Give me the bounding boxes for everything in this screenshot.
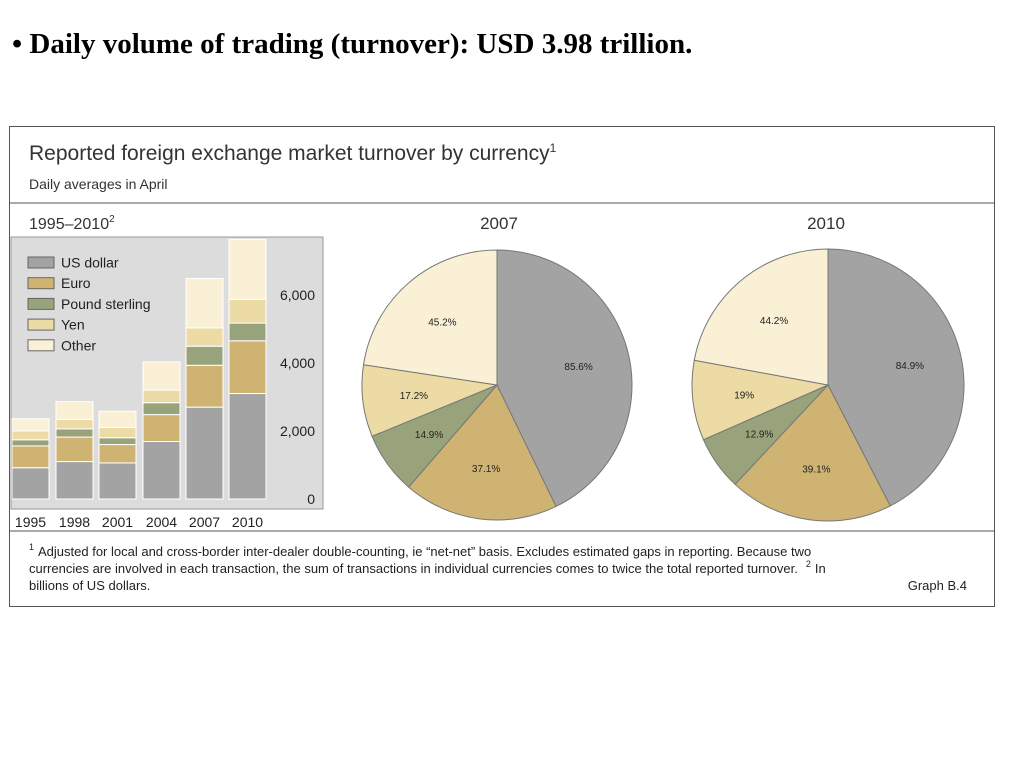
legend-swatch xyxy=(27,277,55,290)
slide-title-text: Daily volume of trading (turnover): USD … xyxy=(29,28,693,60)
bar-panel-label: 1995–20102 xyxy=(29,214,115,233)
bar-segment-other xyxy=(11,418,50,432)
bar-segment-us-dollar xyxy=(55,461,94,500)
bar-segment-pound-sterling xyxy=(142,402,181,416)
bar-segment-yen xyxy=(185,327,224,347)
graph-label: Graph B.4 xyxy=(908,578,967,593)
footnote-line-3: billions of US dollars. xyxy=(29,578,150,593)
legend-label: US dollar xyxy=(61,255,119,271)
pie-slice-label: 84.9% xyxy=(896,361,924,372)
pie-slice xyxy=(734,384,891,522)
pie-slice xyxy=(691,359,830,441)
bar-segment-other xyxy=(185,278,224,329)
pie-slice xyxy=(407,384,557,521)
y-tick-label: 4,000 xyxy=(280,355,315,371)
chart-figure: Reported foreign exchange market turnove… xyxy=(9,126,995,607)
bar-segment-yen xyxy=(55,418,94,430)
x-tick-label: 2010 xyxy=(232,514,263,530)
pie-slice xyxy=(693,248,829,386)
bar-segment-pound-sterling xyxy=(98,437,137,446)
bar-segment-pound-sterling xyxy=(55,428,94,438)
pie-slice-label: 45.2% xyxy=(428,318,456,329)
bar-segment-yen xyxy=(98,427,137,439)
y-tick-label: 0 xyxy=(307,491,315,507)
legend-label: Yen xyxy=(61,317,85,333)
pie-2007: 85.6% 37.1% 14.9% 17.2% 45.2% xyxy=(361,249,633,521)
bar-segment-pound-sterling xyxy=(11,439,50,447)
legend-label: Euro xyxy=(61,275,91,291)
y-tick-label: 2,000 xyxy=(280,423,315,439)
pie-slice-label: 17.2% xyxy=(400,391,428,402)
slide-title: • Daily volume of trading (turnover): US… xyxy=(12,28,692,61)
x-tick-label: 1998 xyxy=(59,514,90,530)
pie-slice xyxy=(362,249,498,386)
bar-segment-us-dollar xyxy=(185,406,224,500)
bar-segment-pound-sterling xyxy=(185,345,224,366)
bar-segment-euro xyxy=(142,414,181,442)
pie-slice-label: 44.2% xyxy=(760,316,788,327)
pie-slice xyxy=(496,249,633,508)
x-tick-label: 2001 xyxy=(102,514,133,530)
bar-segment-other xyxy=(98,410,137,429)
bar-segment-euro xyxy=(55,436,94,463)
legend-swatch xyxy=(27,339,55,352)
pie-slice-label: 12.9% xyxy=(745,430,773,441)
legend-swatch xyxy=(27,297,55,310)
chart-subtitle: Daily averages in April xyxy=(29,176,168,192)
footnote-line-2: currencies are involved in each transact… xyxy=(29,559,826,576)
bar-y-axis: 0 2,000 4,000 6,000 xyxy=(280,287,315,507)
bar-segment-euro xyxy=(185,364,224,408)
bar-segment-us-dollar xyxy=(228,393,267,500)
legend-label: Pound sterling xyxy=(61,296,151,312)
pie-2007-title: 2007 xyxy=(480,214,518,233)
bar-segment-euro xyxy=(11,445,50,469)
pie-slice-label: 14.9% xyxy=(415,430,443,441)
panel-footnote-marker: 2 xyxy=(109,214,115,225)
bar-series xyxy=(11,238,267,500)
pie-slice-label: 85.6% xyxy=(564,362,592,373)
bullet-marker: • xyxy=(12,28,23,60)
bar-x-axis: 1995 1998 2001 2004 2007 2010 xyxy=(15,514,263,530)
legend-label: Other xyxy=(61,337,96,353)
bar-segment-euro xyxy=(228,340,267,395)
bar-segment-us-dollar xyxy=(142,440,181,500)
bar-segment-euro xyxy=(98,444,137,464)
bar-segment-yen xyxy=(11,430,50,441)
x-tick-label: 2007 xyxy=(189,514,220,530)
legend-swatch xyxy=(27,318,55,331)
title-footnote-marker: 1 xyxy=(550,141,557,155)
chart-svg: Reported foreign exchange market turnove… xyxy=(9,126,995,607)
pie-slice xyxy=(827,248,965,507)
pie-slice-label: 39.1% xyxy=(802,465,830,476)
bar-segment-us-dollar xyxy=(11,467,50,500)
bar-segment-other xyxy=(228,238,267,300)
x-tick-label: 2004 xyxy=(146,514,177,530)
chart-title: Reported foreign exchange market turnove… xyxy=(29,141,557,165)
pie-2010: 84.9% 39.1% 12.9% 19% 44.2% xyxy=(691,248,965,522)
pie-2010-title: 2010 xyxy=(807,214,845,233)
bar-segment-other xyxy=(55,401,94,420)
bar-segment-yen xyxy=(142,389,181,404)
y-tick-label: 6,000 xyxy=(280,287,315,303)
legend-swatch xyxy=(27,256,55,269)
footnote-line-1: 1 Adjusted for local and cross-border int… xyxy=(29,542,811,559)
bar-segment-yen xyxy=(228,298,267,324)
pie-slice-label: 37.1% xyxy=(472,464,500,475)
bar-segment-us-dollar xyxy=(98,462,137,500)
x-tick-label: 1995 xyxy=(15,514,46,530)
bar-segment-other xyxy=(142,361,181,391)
bar-legend: US dollar Euro Pound sterling Yen Other xyxy=(27,255,151,353)
bar-segment-pound-sterling xyxy=(228,322,267,342)
pie-slice-label: 19% xyxy=(734,391,754,402)
